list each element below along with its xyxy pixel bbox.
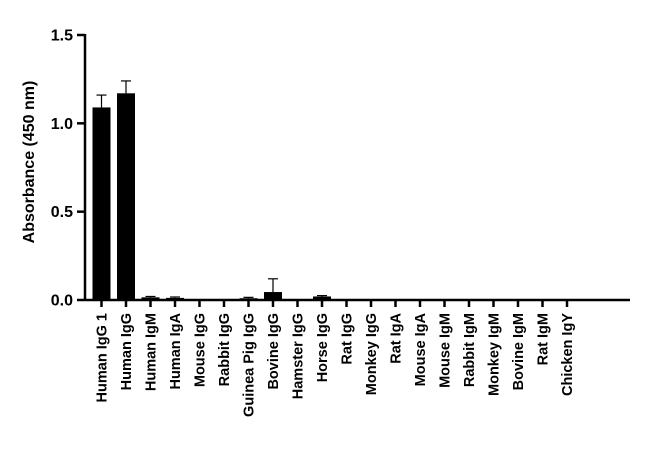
- x-tick-label: Hamster IgG: [291, 313, 307, 399]
- error-bars: [96, 80, 327, 299]
- bar: [313, 296, 331, 300]
- bar: [264, 292, 282, 300]
- x-axis: Human IgG 1 Human IgG Human IgM Human IgA Mo…: [85, 298, 630, 417]
- x-tick-label: Mouse IgG: [193, 313, 209, 387]
- x-tick-label: Rabbit IgM: [462, 313, 478, 387]
- bar: [117, 93, 135, 300]
- x-tick-label: Mouse IgM: [438, 313, 454, 388]
- x-tick-label: Rat IgG: [340, 313, 356, 365]
- x-tick-label: Rat IgA: [389, 312, 405, 363]
- bar: [141, 297, 160, 300]
- x-tick-label: Rabbit IgG: [217, 313, 233, 386]
- bar: [92, 107, 111, 300]
- x-tick-label: Rat IgM: [536, 313, 552, 365]
- x-tick-label: Monkey IgG: [364, 313, 380, 395]
- y-tick-label: 0.0: [51, 293, 73, 310]
- x-tick-label: Guinea Pig IgG: [242, 313, 258, 417]
- y-axis-title: Absorbance (450 nm): [21, 81, 38, 244]
- x-tick-label: Bovine IgM: [511, 313, 527, 390]
- y-tick-label: 1.0: [51, 116, 73, 133]
- y-tick-label: 0.5: [51, 204, 73, 221]
- x-tick-label: Mouse IgA: [413, 312, 429, 386]
- x-tick-label: Human IgA: [168, 312, 184, 389]
- y-axis: 0.0 0.5 1.0 1.5: [51, 28, 87, 310]
- x-tick-label: Monkey IgM: [487, 313, 503, 396]
- y-tick-label: 1.5: [51, 28, 73, 45]
- x-tick-label: Human IgG 1: [95, 313, 111, 402]
- x-tick-label: Human IgM: [144, 313, 160, 391]
- x-tick-label: Horse IgG: [315, 313, 331, 382]
- x-tick-label: Bovine IgG: [266, 313, 282, 390]
- x-tick-label: Chicken IgY: [560, 313, 576, 396]
- x-tick-label: Human IgG: [119, 313, 135, 390]
- bar: [239, 298, 258, 300]
- bar: [166, 297, 184, 300]
- bar: [386, 299, 405, 300]
- bars: [92, 93, 405, 300]
